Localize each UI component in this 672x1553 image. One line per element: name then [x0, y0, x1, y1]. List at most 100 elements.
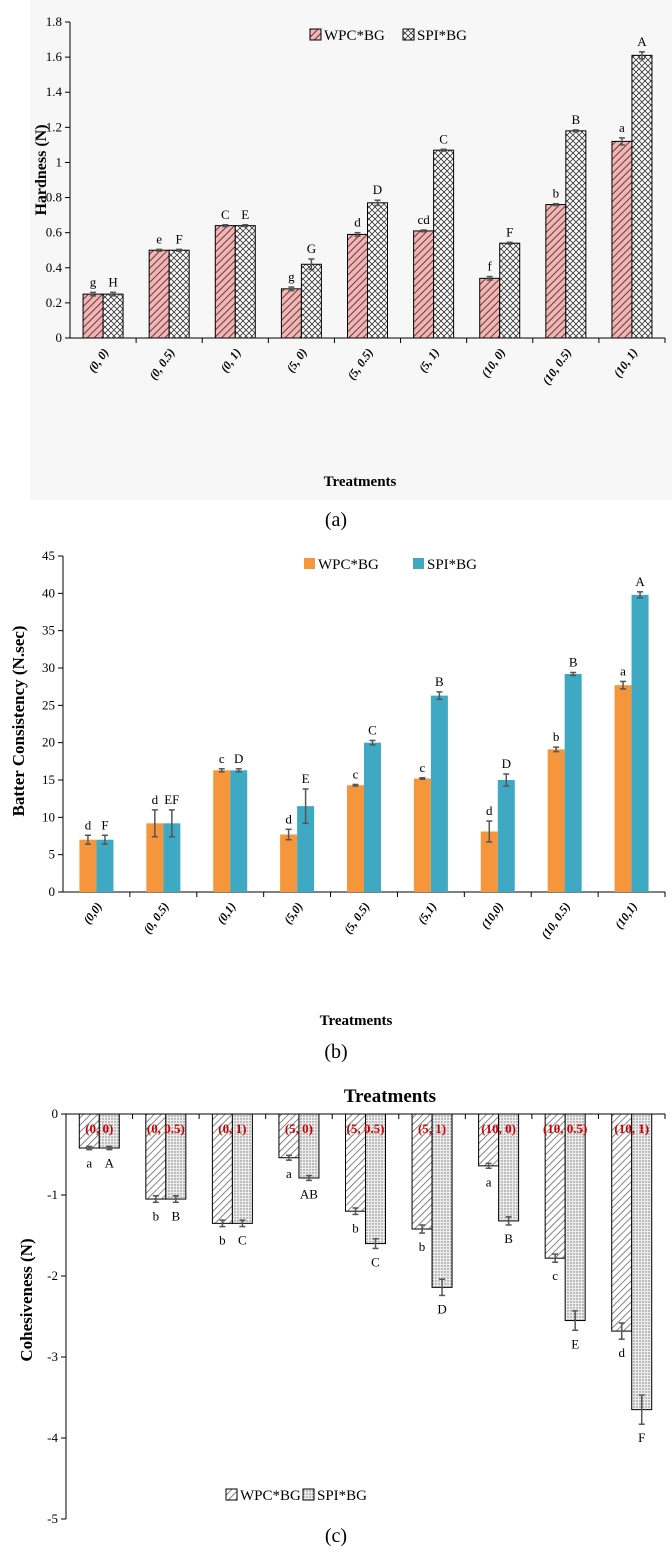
y-tick-label: 1.2	[46, 119, 62, 134]
significance-letter: B	[435, 674, 444, 689]
cohesiveness-chart: Treatments Cohesiveness (N) (c) 0 -1 -2 -3 -…	[17, 1086, 666, 1547]
significance-letter: D	[373, 182, 382, 197]
category-label: (5,1)	[415, 900, 440, 927]
significance-letter: F	[101, 817, 108, 832]
significance-letter: a	[86, 1156, 92, 1171]
bar	[214, 225, 236, 339]
y-tick-label: 0.6	[46, 225, 63, 240]
category-label: (0, 1)	[218, 1121, 246, 1136]
y-tick-label: -5	[47, 1511, 58, 1526]
significance-letter: g	[288, 269, 295, 284]
category-label: (0, 0.5)	[147, 1121, 185, 1136]
bar	[82, 293, 104, 339]
significance-letter: H	[108, 274, 117, 289]
bar	[480, 831, 498, 892]
y-axis-title: Hardness (N)	[33, 124, 50, 215]
bar	[413, 778, 431, 892]
batter-consistency-chart: Batter Consistency (N.sec) Treatments (b…	[9, 548, 666, 1063]
significance-letter: d	[486, 803, 493, 818]
legend-swatch	[225, 1488, 238, 1501]
y-tick-label: 10	[42, 809, 55, 824]
y-tick-label: 20	[42, 735, 55, 750]
panel-label: (a)	[325, 509, 347, 531]
significance-letter: d	[285, 811, 292, 826]
significance-letter: b	[553, 729, 560, 744]
legend-label: SPI*BG	[427, 557, 477, 573]
significance-letter: AB	[300, 1186, 318, 1201]
significance-letter: a	[486, 1174, 492, 1189]
y-tick-label: 0.8	[46, 190, 62, 205]
significance-letter: EF	[164, 792, 179, 807]
significance-letter: e	[156, 231, 162, 246]
bar	[433, 149, 455, 339]
bar	[430, 695, 448, 892]
y-tick-label: -1	[47, 1187, 58, 1202]
bar	[611, 140, 633, 339]
legend-swatch	[413, 558, 424, 569]
significance-letter: E	[241, 207, 249, 222]
y-tick-label: 0.2	[46, 295, 62, 310]
significance-letter: c	[353, 766, 359, 781]
panel-label: (b)	[324, 1041, 347, 1063]
category-label: (5, 0.5)	[347, 1121, 385, 1136]
bar	[347, 785, 364, 892]
legend-label: WPC*BG	[324, 28, 385, 44]
significance-letter: d	[152, 792, 159, 807]
y-tick-label: 30	[42, 660, 55, 675]
chart-title: Treatments	[344, 1086, 436, 1107]
y-tick-label: 25	[42, 697, 55, 712]
bar	[280, 288, 302, 339]
significance-letter: E	[571, 1336, 579, 1351]
significance-letter: d	[354, 215, 361, 230]
y-tick-label: -4	[47, 1430, 58, 1445]
significance-letter: D	[502, 756, 511, 771]
bar	[364, 742, 381, 892]
bar	[564, 1113, 586, 1322]
category-label: (10, 0.5)	[538, 900, 573, 942]
bar	[230, 770, 248, 892]
x-axis-title: Treatments	[324, 474, 397, 490]
bar	[102, 293, 124, 339]
bar	[497, 780, 515, 892]
y-tick-label: 35	[42, 623, 55, 638]
y-tick-label: 0	[49, 884, 56, 899]
significance-letter: b	[419, 1239, 426, 1254]
y-tick-label: 0.4	[46, 260, 63, 275]
significance-letter: g	[90, 274, 97, 289]
y-axis-title: Cohesiveness (N)	[17, 1238, 36, 1361]
bar	[280, 834, 298, 892]
significance-letter: C	[221, 207, 230, 222]
significance-letter: d	[85, 817, 92, 832]
significance-letter: c	[219, 751, 225, 766]
bar	[168, 249, 190, 339]
significance-letter: a	[286, 1166, 292, 1181]
significance-letter: A	[637, 34, 647, 49]
legend-swatch	[402, 28, 415, 41]
bar	[631, 54, 653, 339]
y-tick-label: 45	[42, 548, 55, 563]
significance-letter: A	[105, 1156, 115, 1171]
bar	[547, 749, 565, 892]
category-label: (5, 1)	[418, 1121, 446, 1136]
significance-letter: C	[238, 1233, 247, 1248]
bar	[148, 249, 170, 339]
category-label: (10, 1)	[614, 1121, 649, 1136]
significance-letter: C	[368, 722, 377, 737]
y-tick-label: 0	[56, 330, 63, 345]
y-tick-label: 1.6	[46, 49, 63, 64]
y-tick-label: -2	[47, 1268, 58, 1283]
category-label: (5, 0.5)	[341, 900, 373, 937]
y-tick-label: 5	[49, 847, 56, 862]
significance-letter: B	[171, 1208, 180, 1223]
y-tick-label: 0	[52, 1106, 59, 1121]
category-label: (10, 0)	[481, 1121, 516, 1136]
significance-letter: a	[619, 120, 625, 135]
significance-letter: c	[552, 1268, 558, 1283]
bar	[234, 225, 256, 339]
y-tick-label: -3	[47, 1349, 58, 1364]
bar	[96, 839, 114, 892]
y-tick-label: 1.4	[46, 84, 63, 99]
significance-letter: b	[153, 1208, 160, 1223]
significance-letter: C	[439, 131, 448, 146]
significance-letter: F	[638, 1430, 645, 1445]
